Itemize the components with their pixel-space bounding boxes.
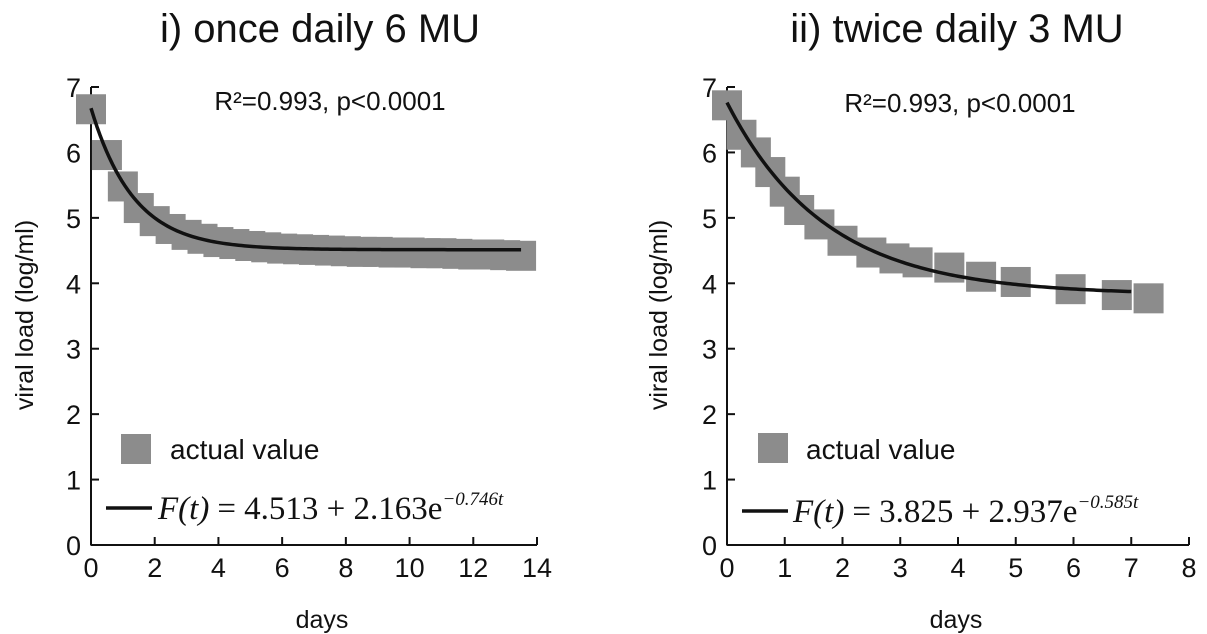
y-tick-label: 3 [702, 335, 717, 365]
x-tick-label: 10 [395, 553, 425, 583]
x-tick-label: 6 [275, 553, 290, 583]
y-tick-label: 5 [702, 204, 717, 234]
x-tick-label: 0 [83, 553, 98, 583]
stat-annotation: R²=0.993, p<0.0001 [844, 88, 1075, 118]
y-tick-label: 6 [702, 138, 717, 168]
y-tick-label: 6 [66, 138, 81, 168]
y-tick-label: 3 [66, 335, 81, 365]
x-tick-label: 2 [835, 553, 850, 583]
x-tick-label: 6 [1066, 553, 1081, 583]
x-axis-label: days [296, 606, 349, 634]
y-axis-label: viral load (log/ml) [11, 220, 39, 410]
y-tick-label: 1 [66, 466, 81, 496]
panel-twice-daily: ii) twice daily 3 MU viral load (log/ml)… [645, 7, 1197, 634]
x-tick-label: 8 [338, 553, 353, 583]
x-tick-label: 14 [522, 553, 552, 583]
y-tick-label: 5 [66, 204, 81, 234]
legend: actual value F(t) = 3.825 + 2.937e−0.585t [742, 433, 1139, 530]
data-point [966, 261, 997, 292]
fit-formula-exponent: −0.746t [442, 489, 504, 510]
fit-formula-rhs: = 3.825 + 2.937e [852, 494, 1077, 530]
fit-formula: F(t) = 3.825 + 2.937e−0.585t [792, 492, 1139, 530]
x-axis-label: days [930, 606, 983, 634]
y-tick-label: 0 [702, 531, 717, 561]
x-tick-label: 4 [211, 553, 226, 583]
y-tick-label: 0 [66, 531, 81, 561]
y-tick-label: 2 [702, 400, 717, 430]
y-tick-label: 2 [66, 400, 81, 430]
x-tick-label: 2 [147, 553, 162, 583]
fit-curve [725, 101, 1132, 294]
legend-label: actual value [806, 434, 955, 465]
panel-title: i) once daily 6 MU [160, 7, 480, 51]
x-tick-label: 7 [1124, 553, 1139, 583]
x-tick-label: 4 [950, 553, 965, 583]
legend-marker [121, 434, 151, 464]
fit-formula-lhs: F(t) [157, 491, 209, 527]
fit-formula-rhs: = 4.513 + 2.163e [217, 491, 442, 527]
x-tick-label: 0 [719, 553, 734, 583]
data-point [506, 240, 537, 271]
legend: actual value F(t) = 4.513 + 2.163e−0.746t [106, 434, 504, 527]
fit-curve [89, 107, 522, 252]
x-tick-label: 8 [1181, 553, 1196, 583]
x-tick-label: 3 [893, 553, 908, 583]
x-tick-label: 5 [1008, 553, 1023, 583]
panel-title: ii) twice daily 3 MU [790, 7, 1123, 51]
fit-formula-lhs: F(t) [792, 494, 844, 530]
stat-annotation: R²=0.993, p<0.0001 [214, 86, 445, 116]
x-tick-label: 1 [777, 553, 792, 583]
fit-formula-exponent: −0.585t [1077, 492, 1139, 513]
x-tick-label: 12 [458, 553, 488, 583]
data-point [1133, 283, 1164, 314]
y-axis-label: viral load (log/ml) [645, 220, 673, 410]
y-tick-label: 1 [702, 466, 717, 496]
panel-once-daily: i) once daily 6 MU viral load (log/ml) d… [11, 7, 552, 634]
data-point [1101, 280, 1132, 311]
legend-marker [758, 433, 788, 463]
legend-label: actual value [170, 434, 319, 465]
fit-formula: F(t) = 4.513 + 2.163e−0.746t [157, 489, 504, 527]
y-tick-label: 4 [66, 269, 81, 299]
y-tick-label: 4 [702, 269, 717, 299]
